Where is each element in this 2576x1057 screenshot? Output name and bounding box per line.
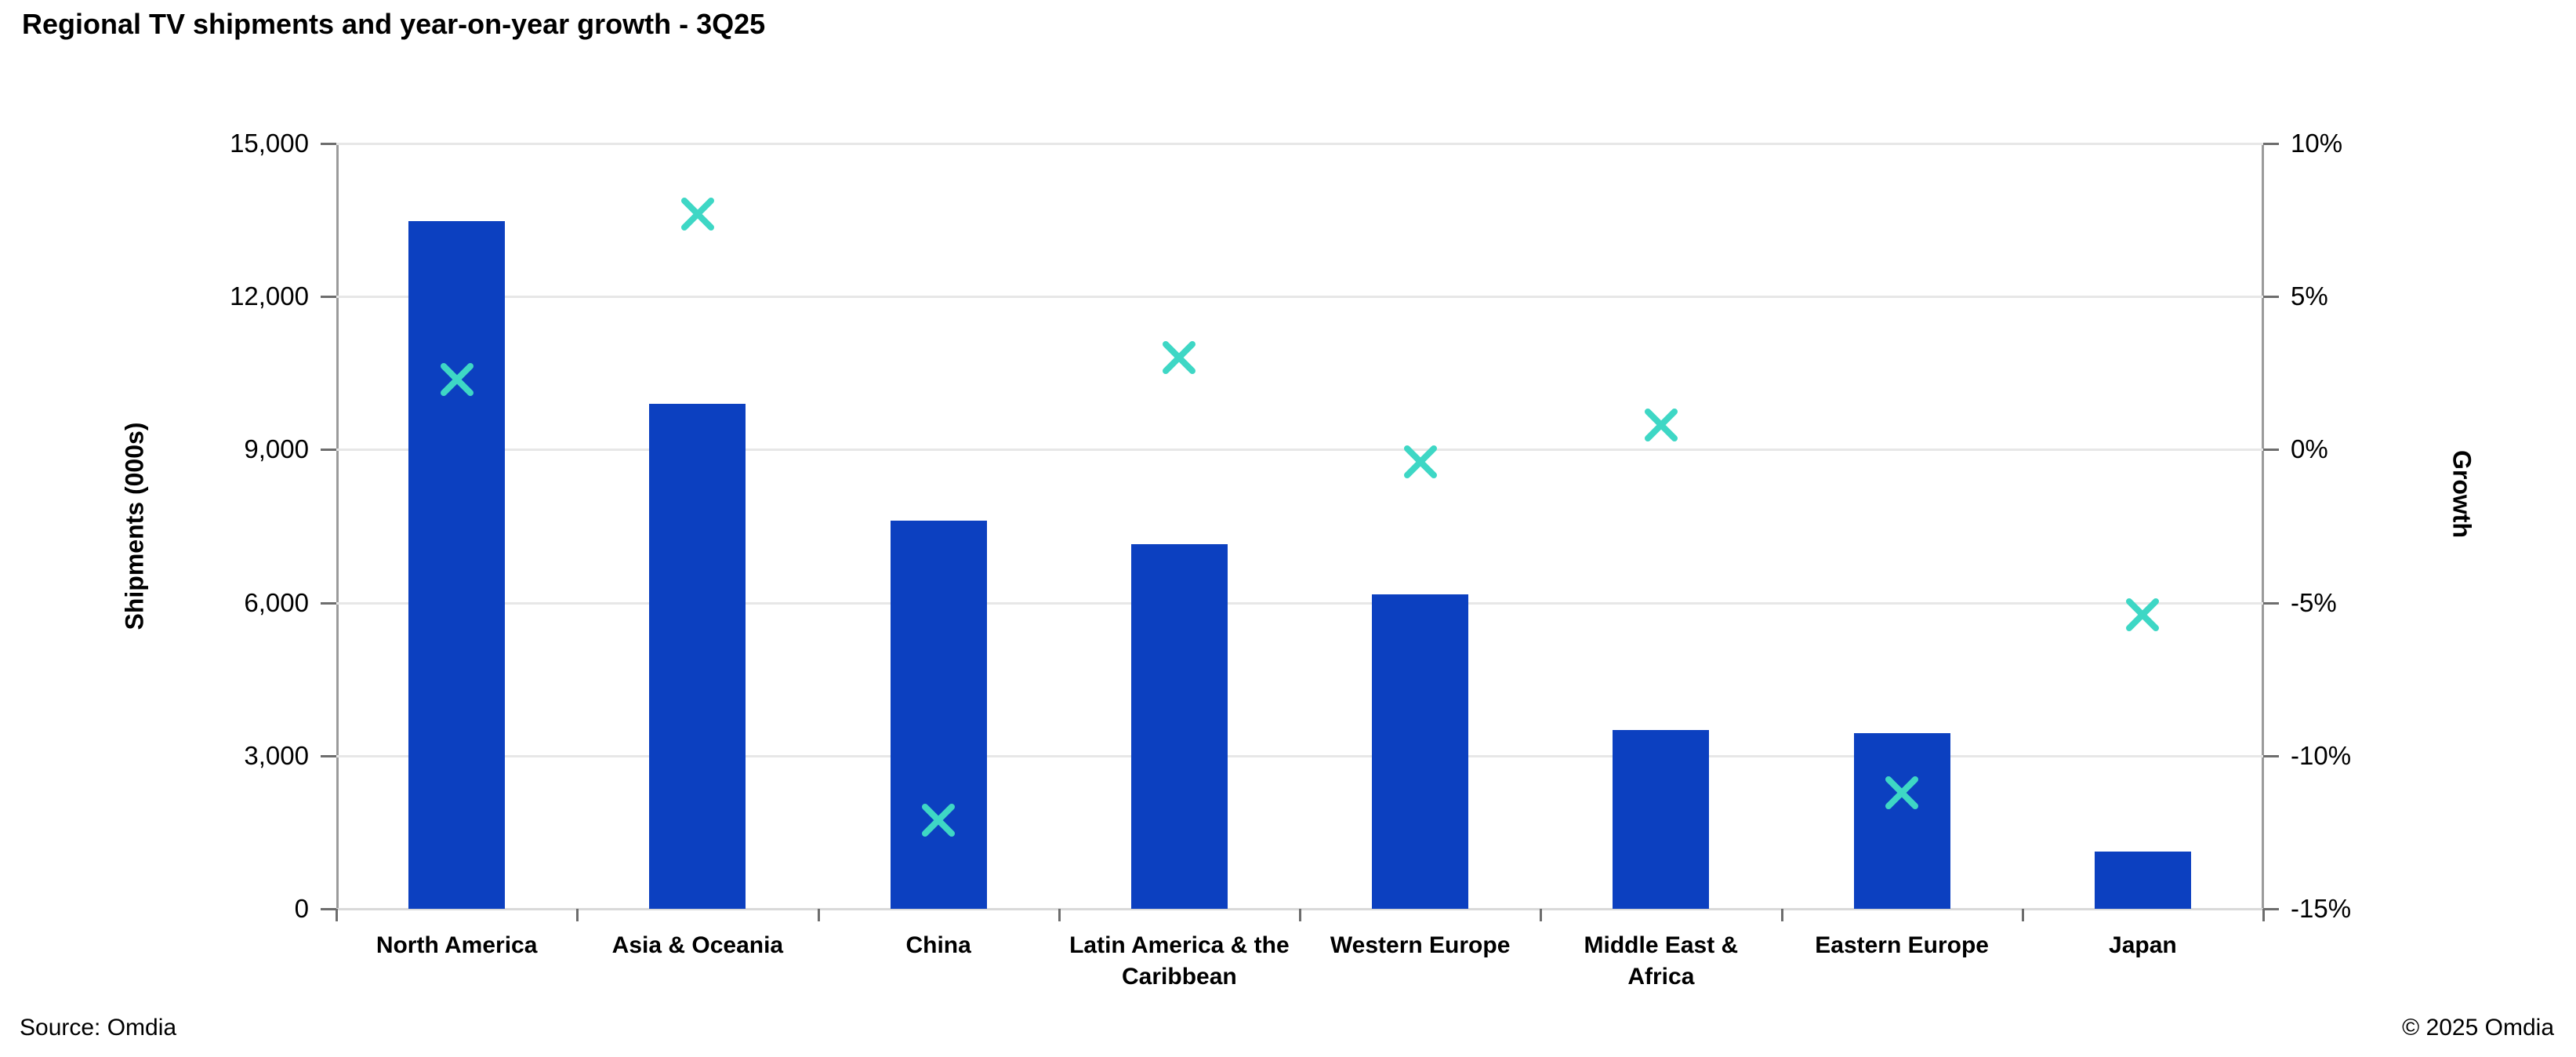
bar-6 xyxy=(1853,732,1950,909)
left-axis-tick-mark xyxy=(321,908,336,910)
gridline xyxy=(336,754,2263,757)
x-axis-tick-mark xyxy=(817,909,820,921)
category-label-5: Middle East & Africa xyxy=(1584,932,1739,990)
x-axis-tick-mark xyxy=(576,909,579,921)
right-axis-tick-label: -5% xyxy=(2291,587,2337,617)
growth-x-marker-0 xyxy=(439,361,475,398)
left-axis-tick-label: 15,000 xyxy=(230,129,309,158)
right-axis-title: Growth xyxy=(2447,450,2476,538)
category-label-4: Western Europe xyxy=(1330,932,1511,958)
right-axis-tick-label: 5% xyxy=(2291,282,2328,311)
x-axis-tick-mark xyxy=(1780,909,1783,921)
left-axis-tick-mark xyxy=(321,601,336,605)
growth-x-marker-7 xyxy=(2124,597,2161,633)
left-axis-tick-label: 12,000 xyxy=(230,282,309,311)
x-axis-tick-mark xyxy=(1058,909,1061,921)
left-axis-tick-label: 3,000 xyxy=(244,740,309,770)
right-axis-tick-mark xyxy=(2263,754,2279,757)
plot-area xyxy=(336,143,2263,910)
left-axis-tick-mark xyxy=(321,754,336,757)
growth-x-marker-1 xyxy=(680,196,716,232)
growth-x-marker-2 xyxy=(920,802,956,838)
bar-2 xyxy=(890,521,987,909)
right-axis-line xyxy=(2262,143,2264,910)
left-axis-tick-label: 9,000 xyxy=(244,434,309,464)
right-axis-tick-mark xyxy=(2263,143,2279,145)
bar-1 xyxy=(649,403,746,909)
right-axis-tick-mark xyxy=(2263,296,2279,299)
bar-4 xyxy=(1372,594,1469,909)
x-axis-tick-mark xyxy=(2262,909,2265,921)
right-axis-tick-label: 10% xyxy=(2291,129,2343,158)
source-note: Source: Omdia xyxy=(20,1015,177,1041)
bar-3 xyxy=(1130,543,1228,909)
right-axis-tick-label: 0% xyxy=(2291,434,2328,464)
x-axis-tick-mark xyxy=(1540,909,1543,921)
left-axis-tick-mark xyxy=(321,143,336,145)
x-axis-tick-mark xyxy=(336,909,338,921)
category-label-2: China xyxy=(905,932,971,958)
left-axis-line xyxy=(336,143,339,910)
right-axis-tick-mark xyxy=(2263,449,2279,452)
left-axis-tick-label: 6,000 xyxy=(244,587,309,617)
growth-x-marker-4 xyxy=(1402,444,1439,480)
left-axis-tick-label: 0 xyxy=(294,894,309,923)
category-label-3: Latin America & the Caribbean xyxy=(1069,932,1290,990)
growth-x-marker-6 xyxy=(1884,775,1920,811)
gridline xyxy=(336,601,2263,605)
left-axis-tick-mark xyxy=(321,449,336,452)
chart-title: Regional TV shipments and year-on-year g… xyxy=(22,8,766,40)
category-label-1: Asia & Oceania xyxy=(611,932,784,958)
left-axis-tick-mark xyxy=(321,296,336,299)
gridline xyxy=(336,296,2263,299)
right-axis-tick-mark xyxy=(2263,601,2279,605)
bar-0 xyxy=(408,220,506,909)
left-axis-title: Shipments (000s) xyxy=(120,422,149,630)
copyright-note: © 2025 Omdia xyxy=(2402,1015,2554,1041)
category-label-0: North America xyxy=(376,932,538,958)
right-axis-tick-mark xyxy=(2263,908,2279,910)
right-axis-tick-label: -15% xyxy=(2291,894,2352,923)
category-label-6: Eastern Europe xyxy=(1815,932,1989,958)
gridline xyxy=(336,143,2263,145)
bar-7 xyxy=(2094,852,2191,909)
gridline xyxy=(336,449,2263,452)
growth-x-marker-3 xyxy=(1161,340,1197,376)
x-axis-tick-mark xyxy=(1299,909,1301,921)
bar-5 xyxy=(1613,730,1710,909)
right-axis-tick-label: -10% xyxy=(2291,740,2352,770)
category-label-7: Japan xyxy=(2109,932,2177,958)
x-axis-tick-mark xyxy=(2021,909,2024,921)
growth-x-marker-5 xyxy=(1643,407,1679,443)
